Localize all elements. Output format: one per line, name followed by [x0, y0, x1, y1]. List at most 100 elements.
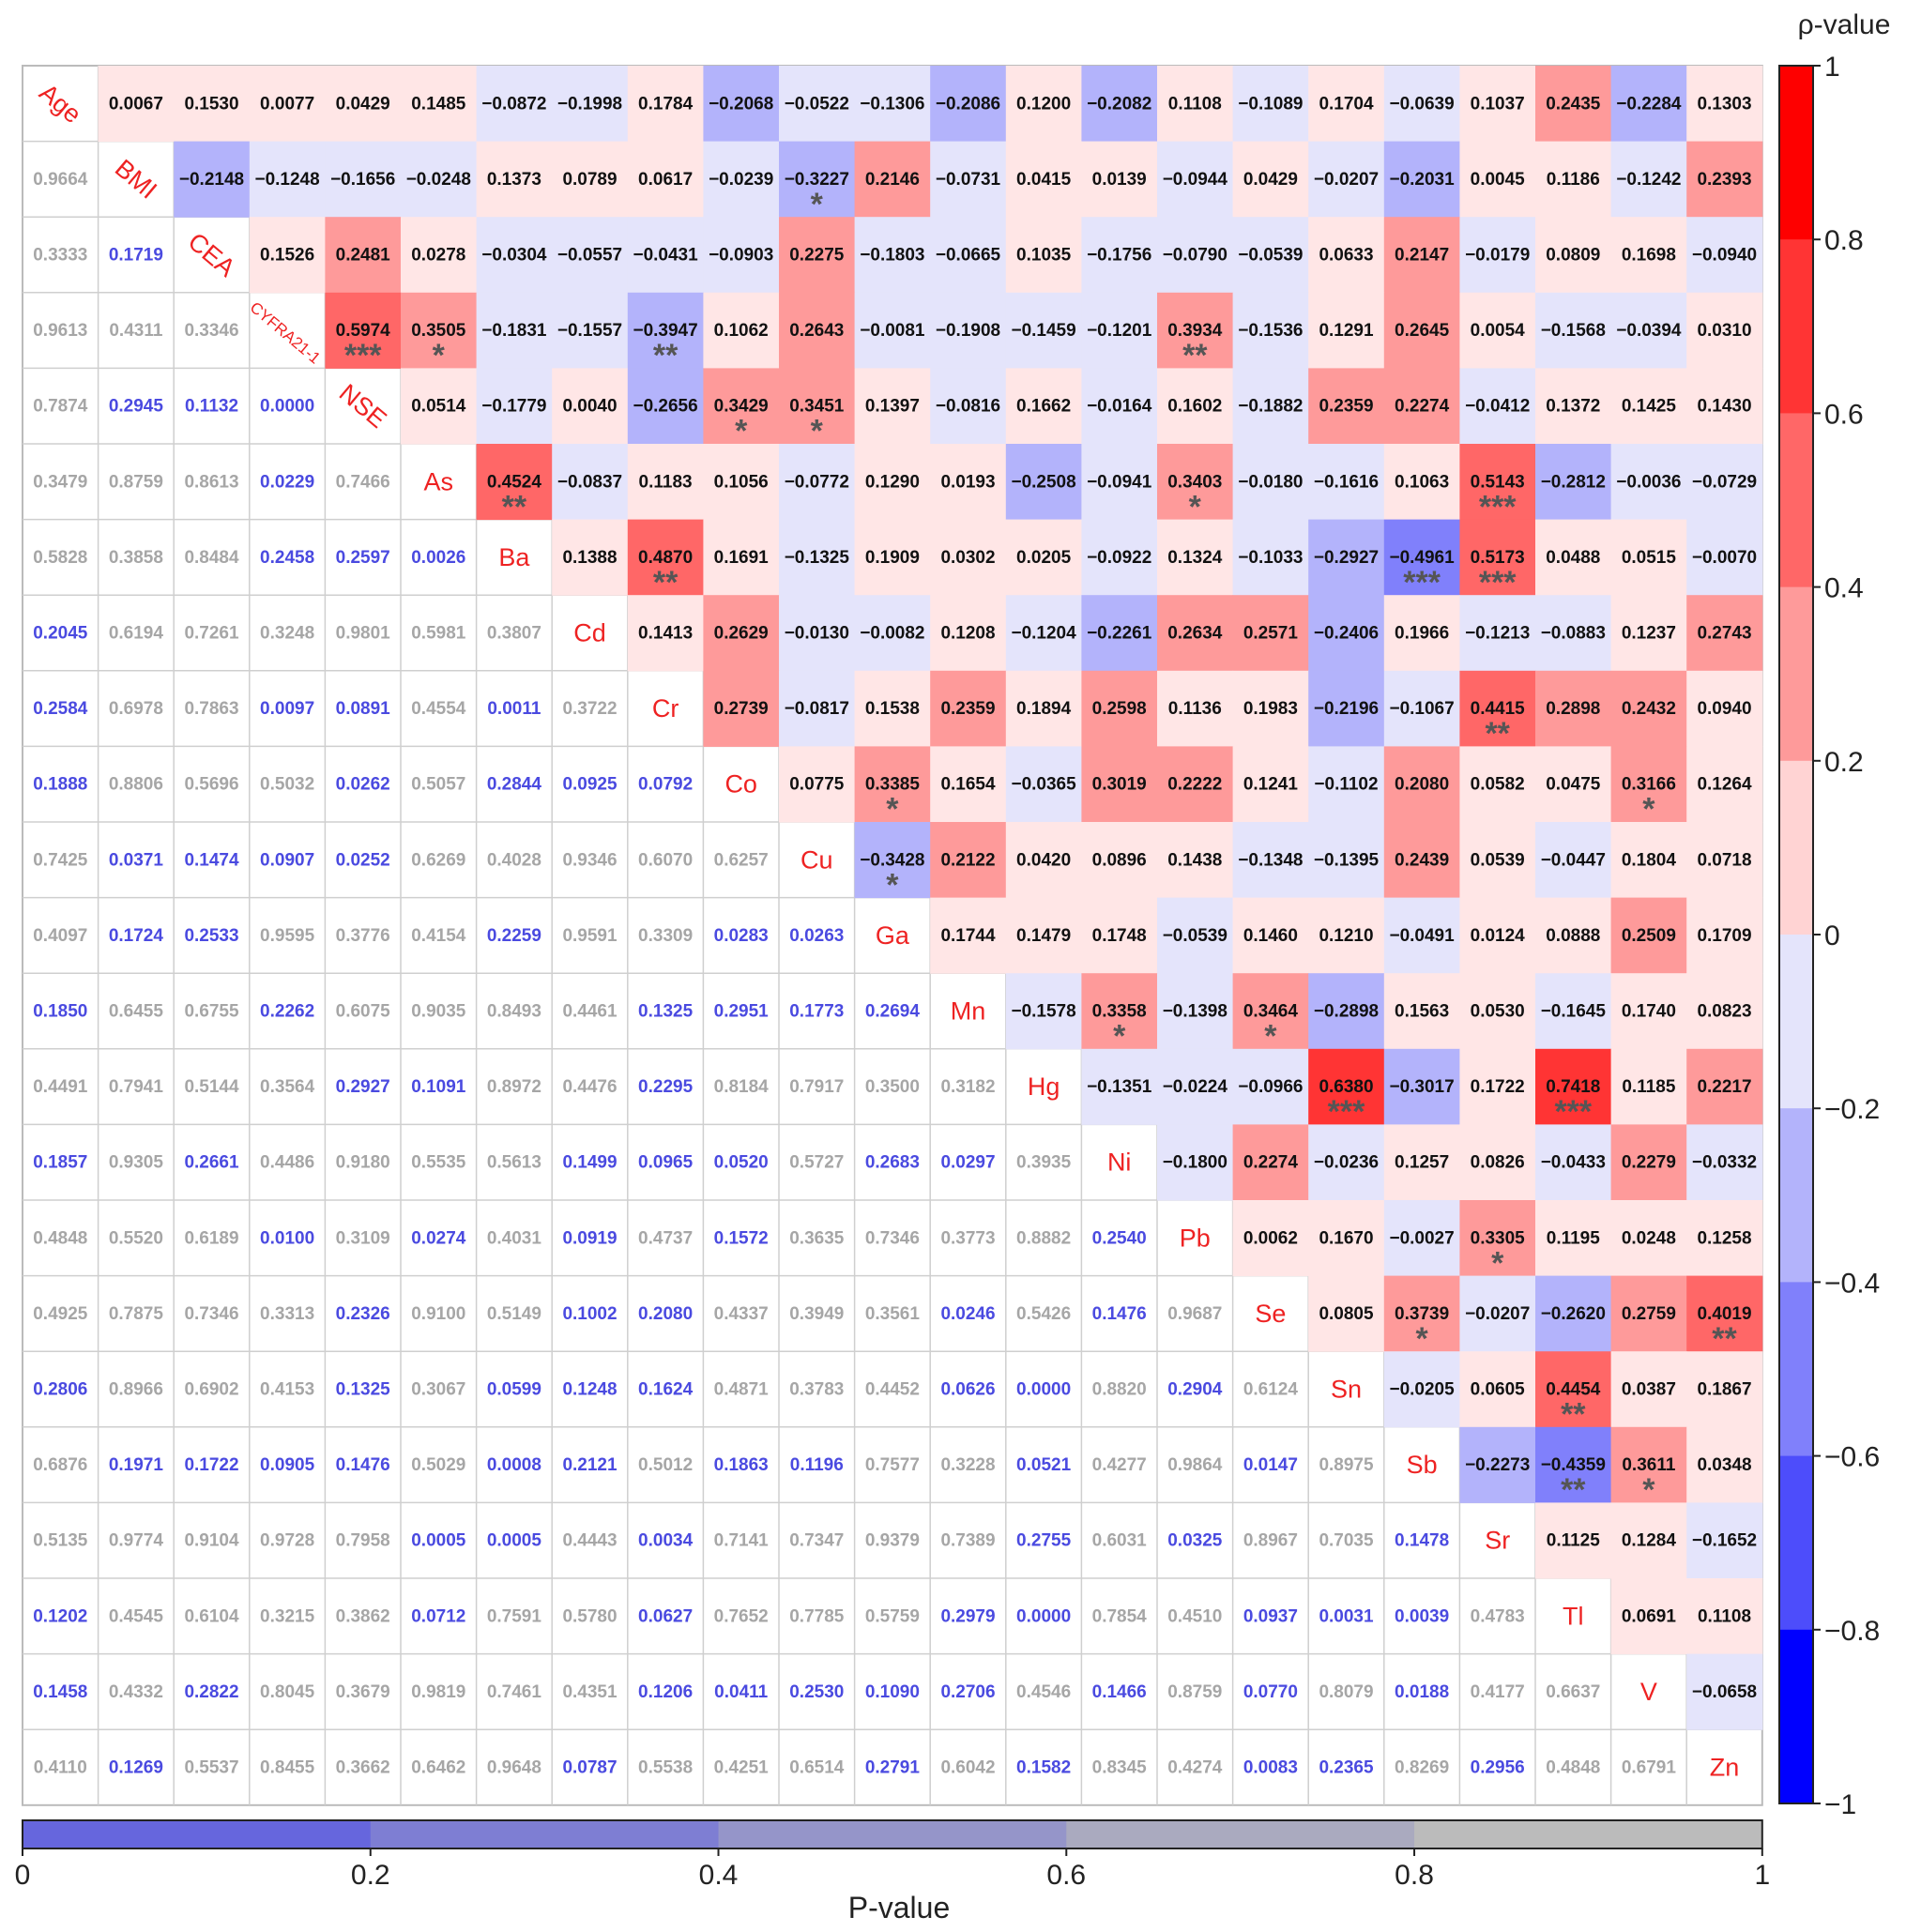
p-value: 0.1572 [714, 1228, 769, 1248]
rho-cell [325, 217, 402, 294]
rho-cell [1157, 292, 1234, 369]
rho-cell [1005, 66, 1082, 143]
p-value: 0.3783 [789, 1380, 844, 1400]
rho-value: −0.0944 [1163, 170, 1228, 190]
rho-value: −0.4961 [1389, 548, 1455, 568]
p-value: 0.2584 [33, 699, 88, 719]
rho-cell [930, 519, 1007, 596]
p-value: 0.0097 [260, 699, 314, 719]
p-value: 0.8184 [714, 1077, 770, 1097]
rho-cell [325, 292, 402, 369]
rho-value: −0.1033 [1238, 548, 1303, 568]
rho-value: −0.0224 [1163, 1077, 1228, 1097]
rho-value: −0.2031 [1389, 170, 1455, 190]
significance-stars: * [1642, 1472, 1655, 1508]
rho-cell [854, 595, 931, 672]
p-value: 0.3776 [336, 926, 390, 946]
p-value: 0.3561 [865, 1304, 921, 1324]
rho-value: −0.0522 [785, 94, 849, 114]
rho-value: 0.2359 [1319, 397, 1373, 417]
rho-cell [249, 66, 326, 143]
rho-cell [1232, 292, 1309, 369]
p-value: 0.6257 [714, 850, 769, 870]
p-value: 0.9305 [109, 1153, 164, 1173]
significance-stars: *** [1479, 489, 1517, 525]
rho-value: 0.1397 [865, 397, 920, 417]
rho-value: −0.1325 [785, 548, 850, 568]
rho-cell [1081, 141, 1158, 218]
rho-value: −0.1645 [1541, 1002, 1607, 1022]
rho-value: 0.0539 [1471, 850, 1525, 870]
rho-value: 0.0775 [789, 775, 845, 795]
p-value: 0.0891 [336, 699, 391, 719]
p-value: 0.1248 [562, 1380, 617, 1400]
p-value: 0.1091 [411, 1077, 466, 1097]
rho-cell [1535, 1124, 1612, 1201]
rho-value: −0.0304 [481, 246, 547, 266]
significance-stars: * [1264, 1019, 1277, 1055]
rho-cell [1686, 1351, 1763, 1428]
rho-value: 0.1056 [714, 472, 769, 492]
p-colorbar-band [23, 1820, 372, 1848]
rho-cell [627, 519, 704, 596]
rho-colorbar-title: ρ-value [1798, 9, 1891, 40]
rho-cell [1535, 66, 1612, 143]
rho-cell [1459, 368, 1536, 445]
rho-value: −0.0248 [406, 170, 471, 190]
rho-value: −0.0883 [1541, 624, 1606, 644]
rho-value: −0.0966 [1238, 1077, 1303, 1097]
rho-value: 0.0488 [1546, 548, 1600, 568]
p-value: 0.1325 [638, 1002, 694, 1022]
p-value: 0.1773 [789, 1002, 844, 1022]
rho-cell [1459, 292, 1536, 369]
rho-cell [1383, 66, 1460, 143]
rho-value: 0.0415 [1016, 170, 1072, 190]
p-value: 0.6075 [336, 1002, 391, 1022]
p-value: 0.0521 [1016, 1455, 1072, 1475]
p-colorbar-band [370, 1820, 720, 1848]
rho-value: 0.1290 [865, 472, 920, 492]
rho-cell [552, 368, 629, 445]
p-value: 0.1582 [1016, 1758, 1071, 1778]
rho-cell [1686, 141, 1763, 218]
rho-value: 0.1200 [1016, 94, 1071, 114]
p-value: 0.0262 [336, 775, 390, 795]
p-value: 0.0274 [411, 1228, 466, 1248]
rho-value: −0.2927 [1314, 548, 1379, 568]
rho-value: 0.2275 [789, 246, 845, 266]
rho-colorbar-tick-label: −0.6 [1824, 1442, 1880, 1473]
rho-value: −0.1348 [1238, 850, 1303, 870]
rho-value: 0.1563 [1395, 1002, 1449, 1022]
rho-cell [1157, 670, 1234, 747]
rho-value: −0.0557 [557, 246, 622, 266]
p-value: 0.0263 [789, 926, 844, 946]
rho-cell [627, 444, 704, 521]
rho-value: 0.2898 [1546, 699, 1600, 719]
p-value: 0.4332 [109, 1682, 163, 1702]
p-value: 0.3067 [411, 1380, 465, 1400]
rho-value: −0.1459 [1011, 321, 1075, 341]
rho-value: −0.2196 [1314, 699, 1379, 719]
p-value: 0.2945 [109, 397, 164, 417]
rho-cell [1232, 1048, 1309, 1125]
rho-cell [1005, 519, 1082, 596]
rho-cell [1610, 1200, 1687, 1277]
p-value: 0.2979 [940, 1606, 995, 1626]
rho-value: −0.1102 [1314, 775, 1378, 795]
rho-cell [854, 217, 931, 294]
rho-value: 0.0789 [562, 170, 617, 190]
rho-cell [930, 822, 1007, 899]
rho-value: −0.1882 [1238, 397, 1303, 417]
p-value: 0.5520 [109, 1228, 163, 1248]
rho-cell [1081, 217, 1158, 294]
rho-cell [552, 519, 629, 596]
rho-colorbar-band [1779, 1108, 1813, 1283]
rho-cell [1383, 444, 1460, 521]
rho-value: −0.1089 [1238, 94, 1303, 114]
rho-colorbar-tick-label: 0 [1824, 920, 1840, 951]
p-value: 0.0100 [260, 1228, 314, 1248]
rho-value: −0.0164 [1087, 397, 1152, 417]
rho-cell [1610, 1048, 1687, 1125]
p-value: 0.2806 [33, 1380, 87, 1400]
rho-cell [401, 141, 478, 218]
